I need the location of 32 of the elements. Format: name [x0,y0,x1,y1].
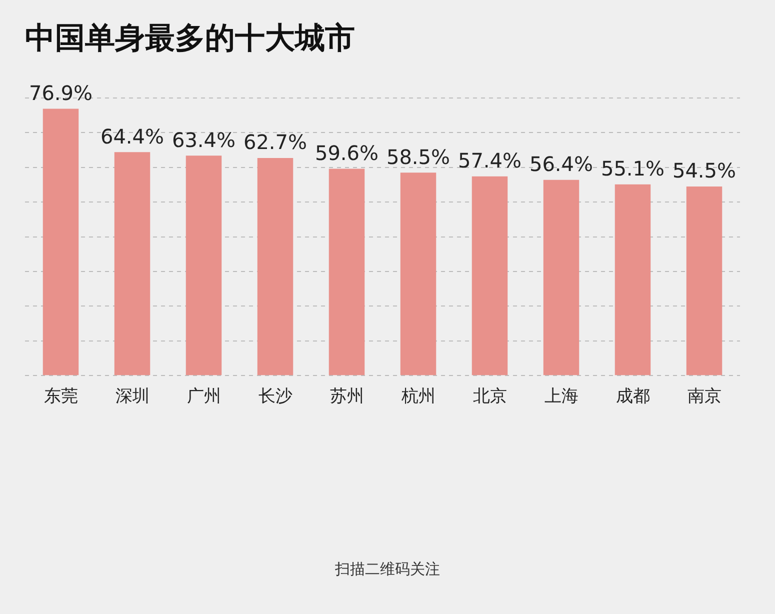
data-label: 62.7% [243,130,308,154]
data-label: 59.6% [314,140,379,165]
bar [257,158,294,376]
x-tick-label: 深圳 [115,386,150,406]
x-tick-label: 东莞 [44,386,78,406]
bar [543,180,580,376]
x-tick-label: 成都 [616,386,650,406]
x-tick-label: 长沙 [258,386,292,406]
chart-title: 中国单身最多的十大城市 [25,20,355,56]
text: 扫描二维码关注 [334,560,441,579]
bar [186,156,222,376]
x-tick-label: 杭州 [400,386,436,406]
x-tick-label: 苏州 [330,386,364,406]
data-label: 58.5% [386,144,450,169]
bar [686,186,722,376]
x-tick-label: 广州 [186,386,221,406]
bar [42,108,79,376]
data-label: 57.4% [458,148,522,173]
bar [614,184,651,376]
data-label: 54.5% [672,158,736,183]
data-label: 56.4% [529,152,594,176]
x-tick-label: 上海 [544,386,578,406]
bar [400,172,436,376]
x-tick-label: 北京 [472,386,507,406]
data-label: 63.4% [172,128,236,152]
bar [114,152,150,376]
data-label: 55.1% [600,156,665,181]
data-label: 76.9% [28,80,93,105]
x-tick-label: 南京 [687,386,722,406]
bar [472,176,508,376]
bar [328,168,365,376]
data-label: 64.4% [100,124,164,148]
